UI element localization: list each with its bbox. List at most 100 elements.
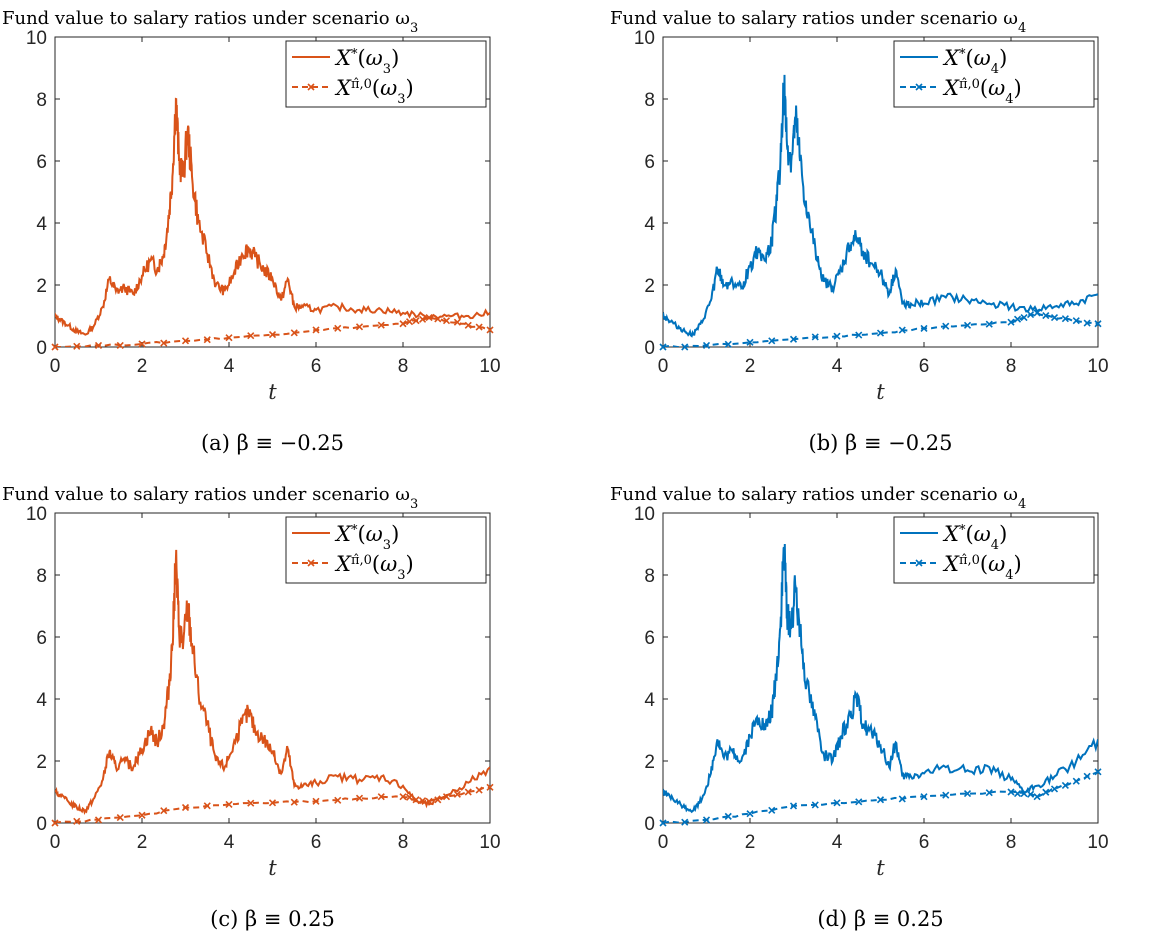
x-marker [985,789,993,797]
x-marker [94,816,103,824]
legend: X*(ω3)Xπ̂,0(ω3) [285,40,487,108]
chart-svg: Fund value to salary ratios under scenar… [2,8,501,455]
chart-title: Fund value to salary ratios under scenar… [2,8,418,36]
x-marker [1033,793,1041,801]
x-tick-label: 8 [398,356,409,377]
x-tick-label: 0 [50,356,61,377]
legend-label: X*(ω3) [334,46,399,77]
x-axis-label: t [268,380,277,404]
x-tick-label: 0 [658,356,669,377]
x-marker [1061,315,1069,323]
y-tick-label: 8 [644,90,655,111]
x-marker [425,313,433,322]
chart-title: Fund value to salary ratios under scenar… [610,8,1026,36]
x-marker [434,315,442,323]
x-marker [247,332,255,340]
x-marker [659,819,667,827]
y-tick-label: 2 [644,276,655,297]
x-marker [789,335,798,343]
chart-title-subscript: 4 [1018,497,1026,512]
x-marker [1020,789,1028,798]
x-marker [1094,320,1102,328]
x-marker [419,315,427,323]
x-marker [419,797,427,805]
x-marker [405,793,414,801]
y-tick-label: 6 [36,628,47,649]
x-marker [746,810,754,818]
x-marker [1027,790,1035,798]
x-marker [855,798,863,806]
y-tick-label: 10 [26,504,47,525]
x-marker [963,321,972,329]
x-marker [203,802,211,810]
x-tick-label: 0 [50,832,61,853]
x-marker [1072,317,1080,325]
chart-svg: Fund value to salary ratios under scenar… [610,8,1109,455]
y-tick-label: 2 [36,752,47,773]
x-tick-label: 8 [1006,356,1017,377]
x-tick-label: 10 [1087,832,1108,853]
x-marker [442,317,451,325]
y-tick-label: 8 [36,566,47,587]
y-tick-label: 2 [36,276,47,297]
x-tick-label: 6 [919,356,930,377]
chart-title-subscript: 3 [410,21,418,36]
x-marker [1050,785,1059,793]
x-marker [51,819,59,827]
legend: X*(ω4)Xπ̂,0(ω4) [893,40,1095,108]
x-marker [985,320,993,328]
x-marker [94,341,103,350]
x-marker [768,337,776,345]
y-tick-label: 4 [36,214,47,235]
legend-label: X*(ω4) [942,522,1007,553]
x-marker [312,326,320,334]
y-tick-label: 4 [644,214,655,235]
legend: X*(ω3)Xπ̂,0(ω3) [285,516,487,584]
chart-panel-b: Fund value to salary ratios under scenar… [608,0,1153,470]
x-marker [1042,788,1050,796]
x-marker [746,338,754,346]
x-marker [1083,319,1091,327]
x-tick-label: 6 [311,832,322,853]
x-marker [702,341,711,350]
chart-title: Fund value to salary ratios under scenar… [610,484,1026,512]
x-marker [920,793,928,801]
subfigure-caption: (a) β ≡ −0.25 [201,431,344,455]
x-marker [1033,309,1041,317]
y-tick-label: 0 [36,338,47,359]
x-marker [203,336,211,344]
subfigure-caption: (c) β ≡ 0.25 [210,907,335,931]
legend: X*(ω4)Xπ̂,0(ω4) [893,516,1095,584]
x-marker [898,326,906,334]
y-tick-label: 10 [634,504,655,525]
x-tick-label: 10 [1087,356,1108,377]
series-line-optimal [663,543,1098,814]
x-marker [486,783,494,791]
x-marker [355,794,364,802]
x-marker [268,799,277,807]
x-marker [1020,313,1028,322]
x-marker [876,796,885,804]
x-marker [51,343,59,351]
x-marker [405,318,414,326]
x-marker [811,333,819,341]
x-marker [290,798,298,806]
x-marker [225,334,233,342]
x-tick-label: 2 [745,356,756,377]
x-marker [181,803,190,812]
x-marker [73,817,81,825]
legend-label: X*(ω4) [942,46,1007,77]
x-tick-label: 8 [398,832,409,853]
x-marker [412,796,420,804]
x-tick-label: 2 [137,832,148,853]
x-marker [399,793,407,801]
x-marker [312,797,320,805]
x-marker [138,340,146,348]
x-marker [724,812,732,820]
x-marker [1072,777,1080,785]
y-tick-label: 6 [644,152,655,173]
legend-label: Xπ̂,0(ω4) [942,552,1022,583]
series-line-optimal [55,97,490,336]
x-marker [1042,311,1050,320]
x-marker [659,343,667,351]
